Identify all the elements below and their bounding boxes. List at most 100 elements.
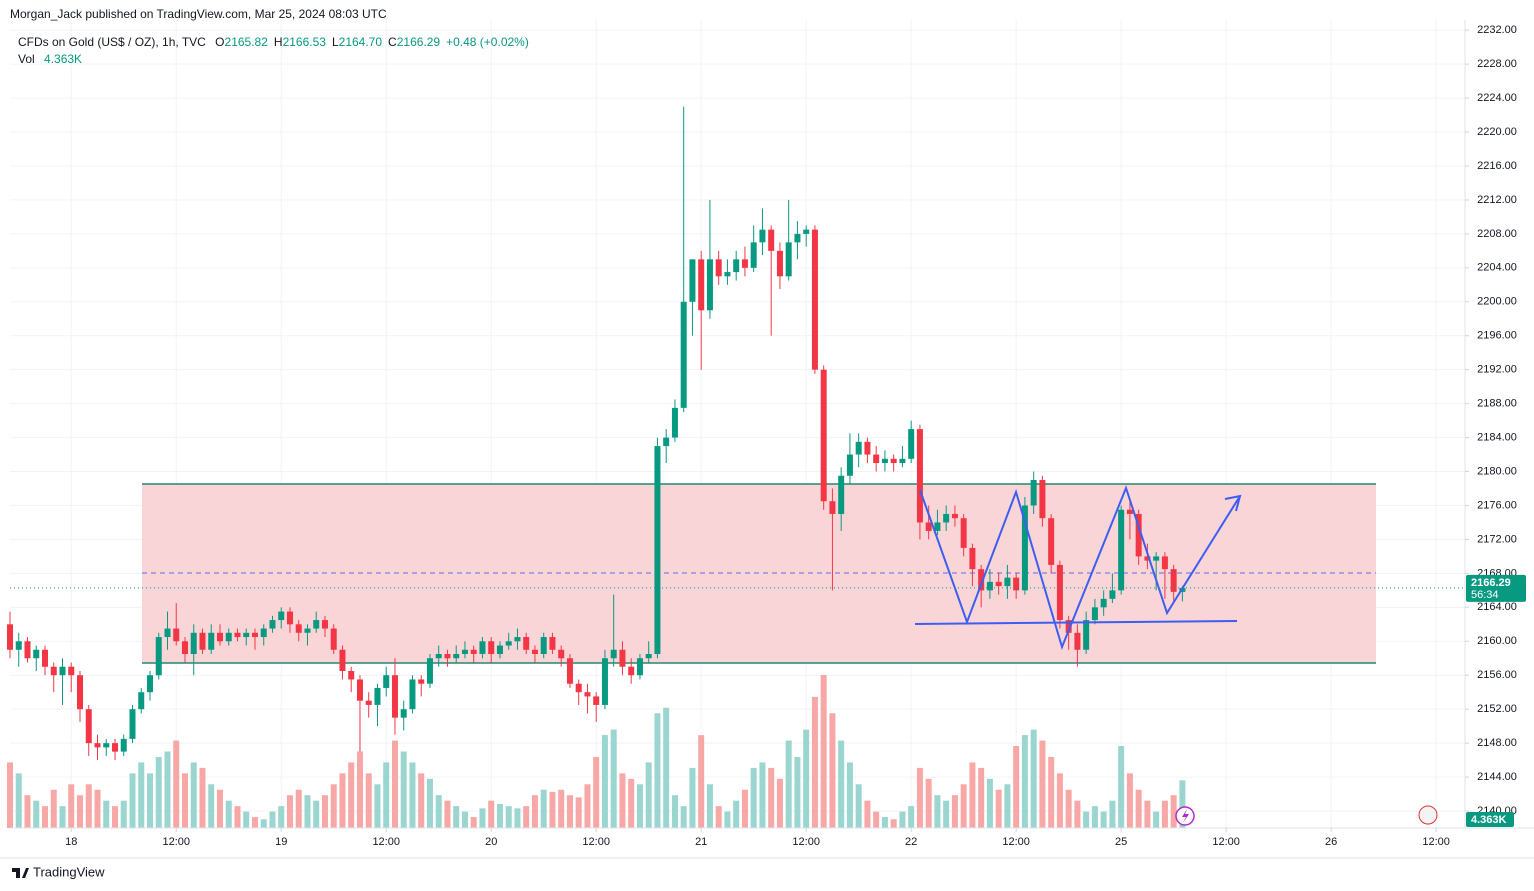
volume-bar	[155, 756, 162, 828]
candle-body	[409, 679, 416, 710]
volume-bar	[1170, 795, 1177, 828]
volume-bar	[59, 806, 66, 828]
candle-body	[488, 641, 495, 655]
candle-body	[365, 700, 372, 705]
candle-body	[269, 620, 276, 629]
volume-bar	[68, 784, 75, 828]
y-tick-label: 2144.00	[1477, 771, 1517, 783]
volume-bar	[374, 784, 381, 828]
volume-bar	[899, 811, 906, 828]
candle-body	[41, 649, 48, 667]
volume-bar	[94, 789, 101, 828]
volume-bar	[768, 767, 775, 828]
volume-bar	[636, 784, 643, 828]
candle-body	[925, 522, 932, 531]
candle-body	[103, 743, 110, 748]
volume-bar	[663, 707, 670, 828]
candle-body	[934, 522, 941, 531]
volume-bar	[750, 767, 757, 828]
volume-bar	[15, 773, 22, 828]
volume-bar	[908, 806, 915, 828]
zigzag-drawing	[919, 485, 1241, 651]
volume-bar	[1021, 735, 1028, 828]
volume-bar	[1039, 740, 1046, 828]
candle-body	[531, 649, 538, 655]
candle-body	[829, 501, 836, 514]
y-tick-label: 2156.00	[1477, 669, 1517, 681]
volume-bar	[846, 762, 853, 828]
volume-bar	[356, 751, 363, 828]
candle-body	[68, 666, 75, 676]
volume-bar	[1161, 800, 1168, 828]
volume-bar	[724, 811, 731, 828]
candle-body	[680, 301, 687, 408]
volume-bar	[838, 740, 845, 828]
volume-bar	[978, 767, 985, 828]
candle-body	[733, 259, 740, 273]
ohlc-value: 2165.82	[224, 35, 268, 49]
flag-icon[interactable]	[1418, 805, 1438, 825]
candle-body	[908, 429, 915, 459]
volume-bar	[995, 789, 1002, 828]
candle-body	[190, 632, 197, 655]
volume-bar	[1091, 806, 1098, 828]
candle-body	[496, 645, 503, 655]
candle-body	[286, 611, 293, 625]
volume-badge	[1466, 812, 1514, 827]
candle-body	[85, 709, 92, 744]
volume-bar	[138, 762, 145, 828]
candle-body	[225, 632, 232, 642]
volume-bar	[243, 811, 250, 828]
published: Morgan_Jack published on TradingView.com…	[10, 7, 387, 21]
volume-bar	[706, 784, 713, 828]
y-tick-label: 2176.00	[1477, 499, 1517, 511]
volume-bar	[1118, 746, 1125, 828]
candle-body	[138, 692, 145, 710]
volume-bar	[1074, 800, 1081, 828]
candle-body	[811, 229, 818, 370]
candle-body	[33, 649, 40, 659]
volume-bar	[671, 795, 678, 828]
candle-body	[601, 658, 608, 705]
published-line: Morgan_Jack published on TradingView.com…	[10, 7, 387, 21]
volume-bar	[321, 795, 328, 828]
y-tick-label: 2172.00	[1477, 533, 1517, 545]
x-tick-label: 22	[905, 836, 917, 848]
y-tick-label: 2184.00	[1477, 431, 1517, 443]
volume-bar	[365, 773, 372, 828]
volume-bar	[1056, 773, 1063, 828]
symbol-title: CFDs on Gold (US$ / OZ), 1h, TVC	[18, 35, 206, 49]
volume-bar	[286, 795, 293, 828]
volume-bar	[628, 778, 635, 828]
candle-body	[1056, 564, 1063, 621]
candles	[7, 106, 1186, 761]
candle-body	[453, 654, 460, 659]
candle-body	[24, 641, 31, 659]
candle-body	[881, 458, 888, 464]
ohlc-key: L	[331, 35, 339, 49]
volume-bar	[295, 789, 302, 828]
volume-bar	[269, 811, 276, 828]
volume-bar	[1013, 746, 1020, 828]
candle-body	[785, 242, 792, 277]
volume-bar	[584, 784, 591, 828]
volume-bar	[1126, 773, 1133, 828]
last-price-label: 2166.29	[1471, 577, 1511, 589]
candle-body	[689, 259, 696, 302]
volume-line: Vol 4.363K	[18, 52, 82, 66]
candle-body	[584, 692, 591, 697]
candle-body	[330, 628, 337, 650]
candle-body	[111, 743, 118, 752]
candle-body	[838, 475, 845, 514]
x-tick-label: 12:00	[1422, 836, 1450, 848]
candle-body	[435, 654, 442, 659]
volume-bar	[470, 817, 477, 828]
y-tick-label: 2204.00	[1477, 262, 1517, 274]
candle-body	[899, 458, 906, 464]
volume-bar	[514, 808, 521, 828]
y-tick-label: 2200.00	[1477, 296, 1517, 308]
x-tick-label: 12:00	[162, 836, 190, 848]
candle-body	[663, 437, 670, 447]
